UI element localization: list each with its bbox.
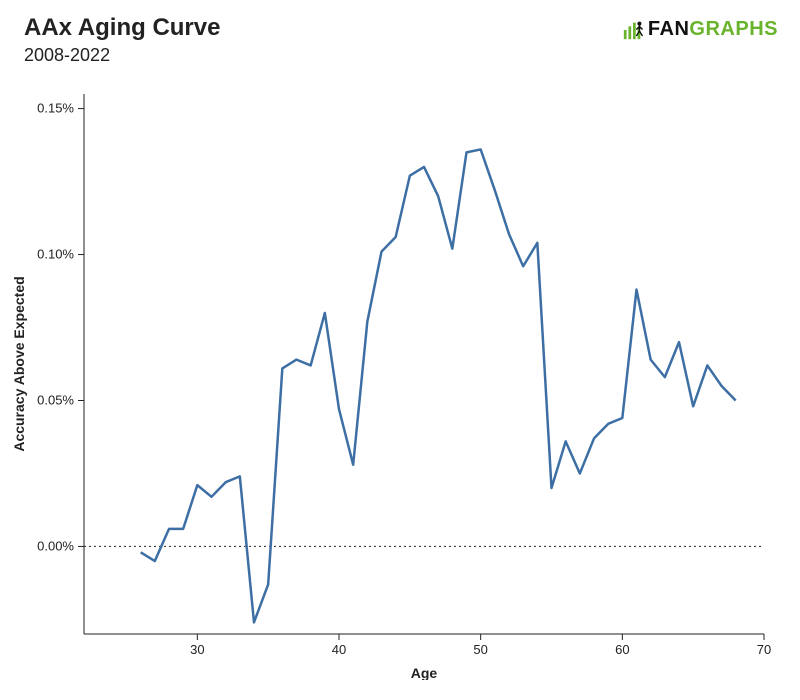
chart-header: AAx Aging Curve 2008-2022 xyxy=(24,14,220,66)
x-tick-label: 60 xyxy=(615,642,629,657)
aax-series-line xyxy=(141,149,736,622)
y-tick-label: 0.10% xyxy=(37,247,74,262)
line-chart: 0.00% 0.05% 0.10% 0.15% 30 40 50 60 70 Age Accurac… xyxy=(0,80,800,680)
x-tick-label: 50 xyxy=(473,642,487,657)
brand-text: FANGRAPHS xyxy=(648,18,778,41)
x-tick-label: 30 xyxy=(190,642,204,657)
chart-area: 0.00% 0.05% 0.10% 0.15% 30 40 50 60 70 Age Accurac… xyxy=(0,80,800,680)
y-tick-label: 0.00% xyxy=(37,538,74,553)
brand-logo: FANGRAPHS xyxy=(622,18,778,41)
chart-subtitle: 2008-2022 xyxy=(24,45,220,66)
chart-title: AAx Aging Curve xyxy=(24,14,220,43)
brand-text-a: FAN xyxy=(648,18,690,40)
x-axis-label: Age xyxy=(411,665,438,680)
x-tick-label: 70 xyxy=(757,642,771,657)
y-tick-label: 0.15% xyxy=(37,101,74,116)
brand-text-b: GRAPHS xyxy=(689,18,778,40)
y-tick-label: 0.05% xyxy=(37,392,74,407)
y-axis-label: Accuracy Above Expected xyxy=(11,276,27,451)
fangraphs-icon xyxy=(622,19,644,41)
x-tick-label: 40 xyxy=(332,642,346,657)
